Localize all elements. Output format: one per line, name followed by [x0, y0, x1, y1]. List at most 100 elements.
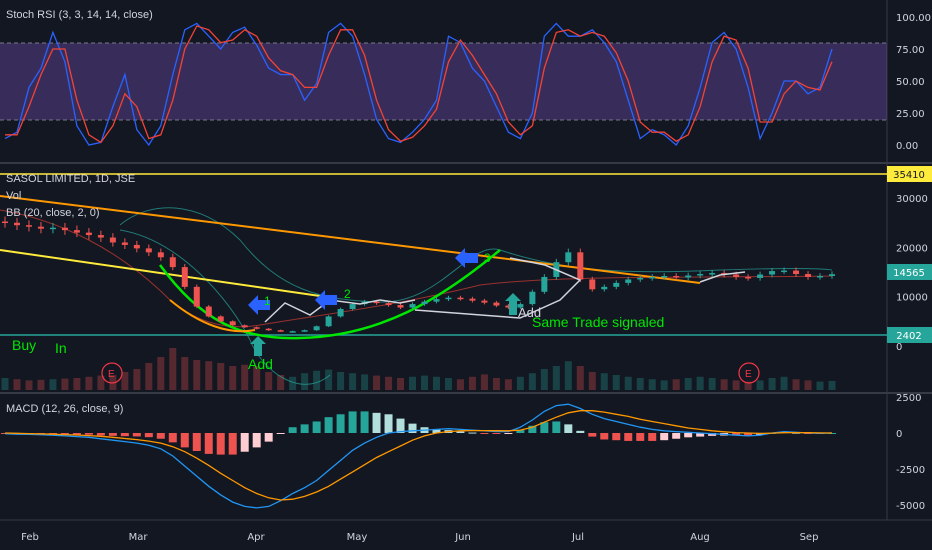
volume-bar	[337, 372, 345, 390]
stoch-y-tick: 100.00	[896, 13, 931, 24]
candle-body	[421, 301, 428, 305]
wave-path-1	[264, 299, 416, 323]
macd-histogram-bar	[264, 433, 273, 442]
macd-y-tick: 2500	[896, 393, 921, 404]
candle-body	[817, 275, 824, 278]
candle-body	[25, 225, 32, 227]
macd-histogram-bar	[588, 433, 597, 437]
candle-body	[505, 305, 512, 308]
candle-body	[601, 286, 608, 290]
macd-histogram-bar	[516, 430, 525, 433]
volume-bar	[61, 378, 69, 390]
volume-bar	[456, 379, 464, 390]
macd-histogram-bar	[192, 433, 201, 451]
macd-histogram-bar	[120, 433, 129, 437]
chart-annotation: E	[108, 369, 115, 380]
volume-bar	[229, 366, 237, 390]
symbol-title: SASOL LIMITED, 1D, JSE	[6, 173, 135, 185]
volume-bar	[432, 376, 440, 390]
volume-bar	[289, 376, 297, 390]
arrow-up-icon	[250, 336, 266, 356]
macd-histogram-bar	[300, 424, 309, 433]
chart-annotation: 3	[484, 251, 491, 265]
candle-body	[85, 232, 92, 236]
bollinger-band-upper	[119, 207, 833, 303]
volume-bar	[301, 373, 309, 390]
arrow-up-icon	[505, 293, 521, 315]
macd-histogram-bar	[564, 424, 573, 433]
volume-bar	[121, 372, 129, 390]
macd-histogram-bar	[708, 433, 717, 436]
macd-histogram-bar	[288, 427, 297, 433]
candle-body	[217, 316, 224, 322]
macd-histogram-bar	[468, 432, 477, 434]
volume-bar	[756, 380, 764, 390]
macd-y-tick: -5000	[896, 501, 925, 512]
macd-title: MACD (12, 26, close, 9)	[6, 403, 123, 415]
volume-bar	[25, 380, 33, 390]
candle-body	[265, 328, 272, 331]
volume-bar	[277, 375, 285, 390]
candle-body	[661, 275, 668, 278]
volume-bar	[744, 381, 752, 390]
wave-path-3	[699, 271, 746, 283]
candle-body	[589, 279, 596, 290]
volume-bar	[792, 379, 800, 390]
candle-body	[193, 286, 200, 307]
chart-annotation: Buy	[12, 337, 36, 353]
candle-body	[529, 291, 536, 305]
macd-histogram-bar	[552, 421, 561, 433]
stoch-rsi-pane[interactable]: Stoch RSI (3, 3, 14, 14, close) 100.00 75…	[0, 9, 931, 152]
macd-histogram-bar	[372, 412, 381, 433]
volume-bar	[828, 381, 836, 390]
macd-histogram-bar	[204, 433, 213, 454]
time-axis[interactable]: Feb Mar Apr May Jun Jul Aug Sep	[21, 532, 818, 543]
stoch-y-tick: 25.00	[896, 109, 925, 120]
candle-body	[541, 276, 548, 292]
volume-bar	[37, 379, 45, 390]
macd-histogram-bar	[684, 433, 693, 438]
candle-body	[157, 252, 164, 258]
macd-histogram-bar	[240, 433, 249, 452]
macd-histogram-bar	[660, 433, 669, 441]
macd-histogram-bar	[732, 433, 741, 436]
macd-histogram-bar	[312, 421, 321, 433]
candle-body	[493, 302, 500, 306]
earnings-icon[interactable]	[738, 362, 760, 384]
candle-body	[37, 226, 44, 229]
volume-bar	[600, 373, 608, 390]
volume-bar	[97, 375, 105, 390]
volume-bar	[169, 348, 177, 390]
candle-body	[205, 306, 212, 317]
chart-annotation: 1	[264, 294, 271, 308]
volume-bar	[217, 363, 225, 390]
volume-bar	[732, 380, 740, 390]
macd-histogram-bar	[48, 433, 57, 435]
volume-bar	[480, 374, 488, 390]
candle-body	[745, 276, 752, 279]
volume-bar	[588, 372, 596, 390]
candle-body	[337, 309, 344, 317]
volume-bar	[85, 376, 93, 390]
volume-bar	[361, 374, 369, 390]
volume-bar	[313, 370, 321, 390]
volume-bar	[181, 357, 189, 390]
macd-histogram-bar	[60, 433, 69, 435]
volume-bar	[73, 378, 81, 390]
bollinger-basis	[0, 209, 833, 328]
candle-body	[289, 331, 296, 333]
volume-bar	[768, 378, 776, 390]
candle-body	[301, 330, 308, 332]
macd-histogram-bar	[84, 433, 93, 435]
volume-bar	[708, 378, 716, 390]
macd-histogram-bar	[144, 433, 153, 438]
bottom-curve	[169, 299, 256, 333]
macd-histogram-bar	[324, 417, 333, 433]
macd-pane[interactable]: MACD (12, 26, close, 9) 2500 0 -2500 -5000	[1, 393, 925, 512]
candle-body	[781, 270, 788, 273]
macd-y-tick: -2500	[896, 465, 925, 476]
earnings-icon[interactable]	[101, 362, 123, 384]
macd-histogram-bar	[576, 430, 585, 433]
